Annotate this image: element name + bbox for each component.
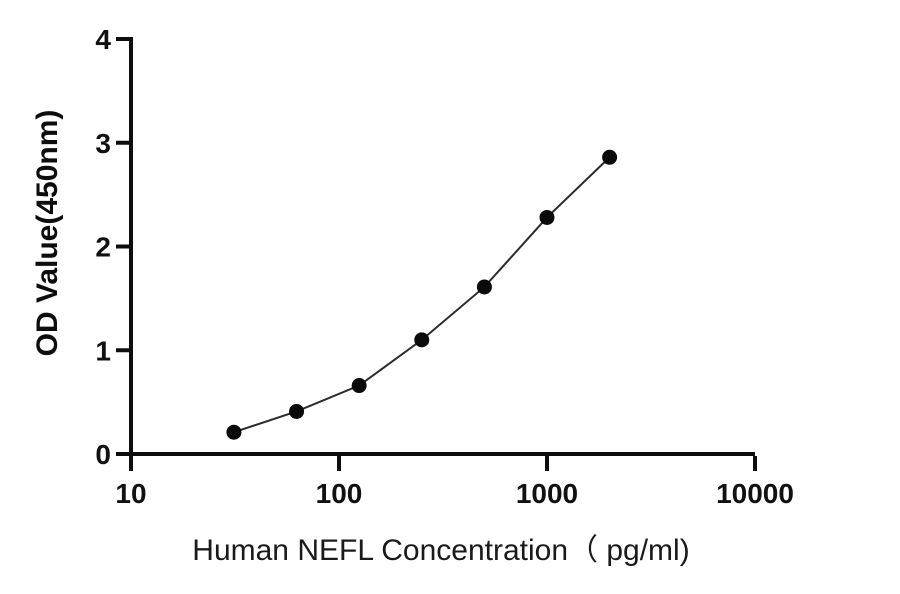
y-axis-ticks: 0 1 2 3 4 [95,24,129,470]
data-point [226,424,242,440]
y-tick-label: 3 [95,128,111,159]
series-line [233,156,611,434]
x-axis-title: Human NEFL Concentration（ pg/ml) [192,534,689,567]
data-point [351,378,367,394]
x-axis-ticks: 10 100 1000 10000 [115,456,794,509]
data-series [226,149,618,440]
data-point [602,149,618,165]
data-point [289,403,305,419]
y-tick-label: 2 [95,232,111,263]
x-tick-label: 1000 [516,478,578,509]
data-point [414,332,430,348]
x-tick-label: 10000 [716,478,794,509]
y-tick-label: 0 [95,439,111,470]
data-point [539,209,555,225]
y-axis-title: OD Value(450nm) [31,110,64,357]
y-tick-label: 4 [95,24,111,55]
x-tick-label: 100 [316,478,363,509]
x-tick-label: 10 [115,478,146,509]
data-point [476,279,492,295]
y-tick-label: 1 [95,335,111,366]
